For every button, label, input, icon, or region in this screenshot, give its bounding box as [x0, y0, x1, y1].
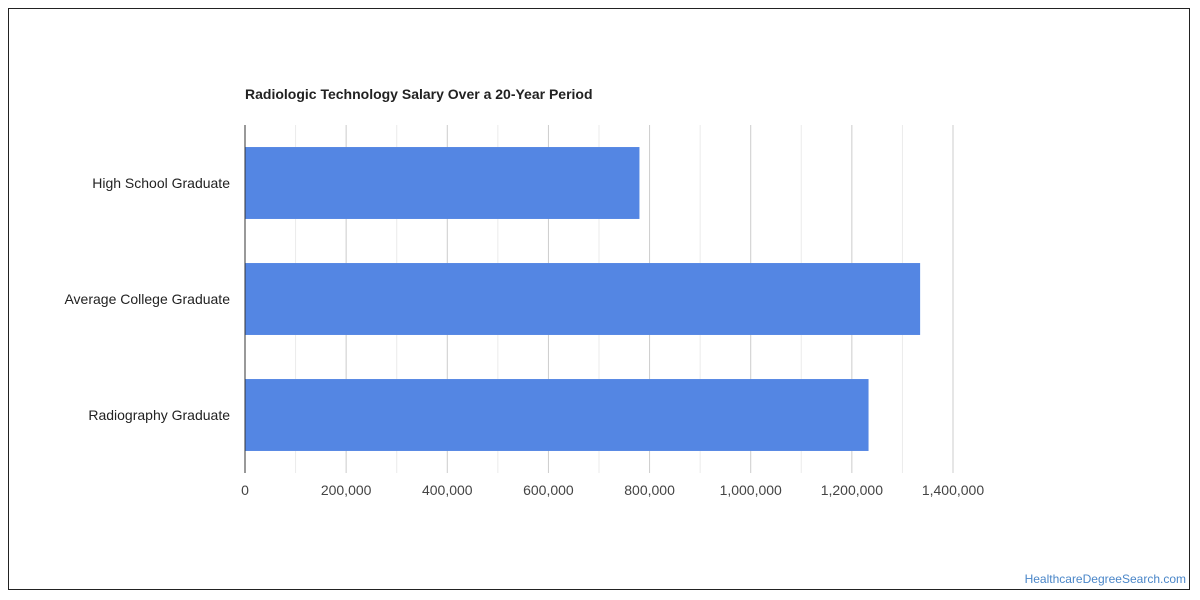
category-label: High School Graduate — [92, 175, 230, 191]
x-tick-label: 600,000 — [523, 482, 574, 498]
bars — [245, 147, 921, 451]
category-label: Average College Graduate — [64, 291, 230, 307]
x-tick-label: 0 — [241, 482, 249, 498]
x-tick-label: 200,000 — [321, 482, 372, 498]
bar-radiography-graduate[interactable] — [245, 379, 869, 451]
x-tick-label: 1,200,000 — [821, 482, 883, 498]
category-labels: High School Graduate Average College Grad… — [64, 175, 230, 423]
x-tick-label: 400,000 — [422, 482, 473, 498]
x-tick-labels: 0 200,000 400,000 600,000 800,000 1,000,000 1,… — [241, 482, 984, 498]
category-label: Radiography Graduate — [88, 407, 230, 423]
bar-high-school-graduate[interactable] — [245, 147, 640, 219]
bar-average-college-graduate[interactable] — [245, 263, 921, 335]
source-watermark[interactable]: HealthcareDegreeSearch.com — [1024, 572, 1186, 586]
x-tick-label: 1,400,000 — [922, 482, 984, 498]
chart-title: Radiologic Technology Salary Over a 20-Y… — [245, 86, 593, 102]
x-tick-label: 1,000,000 — [720, 482, 782, 498]
x-tick-label: 800,000 — [624, 482, 675, 498]
